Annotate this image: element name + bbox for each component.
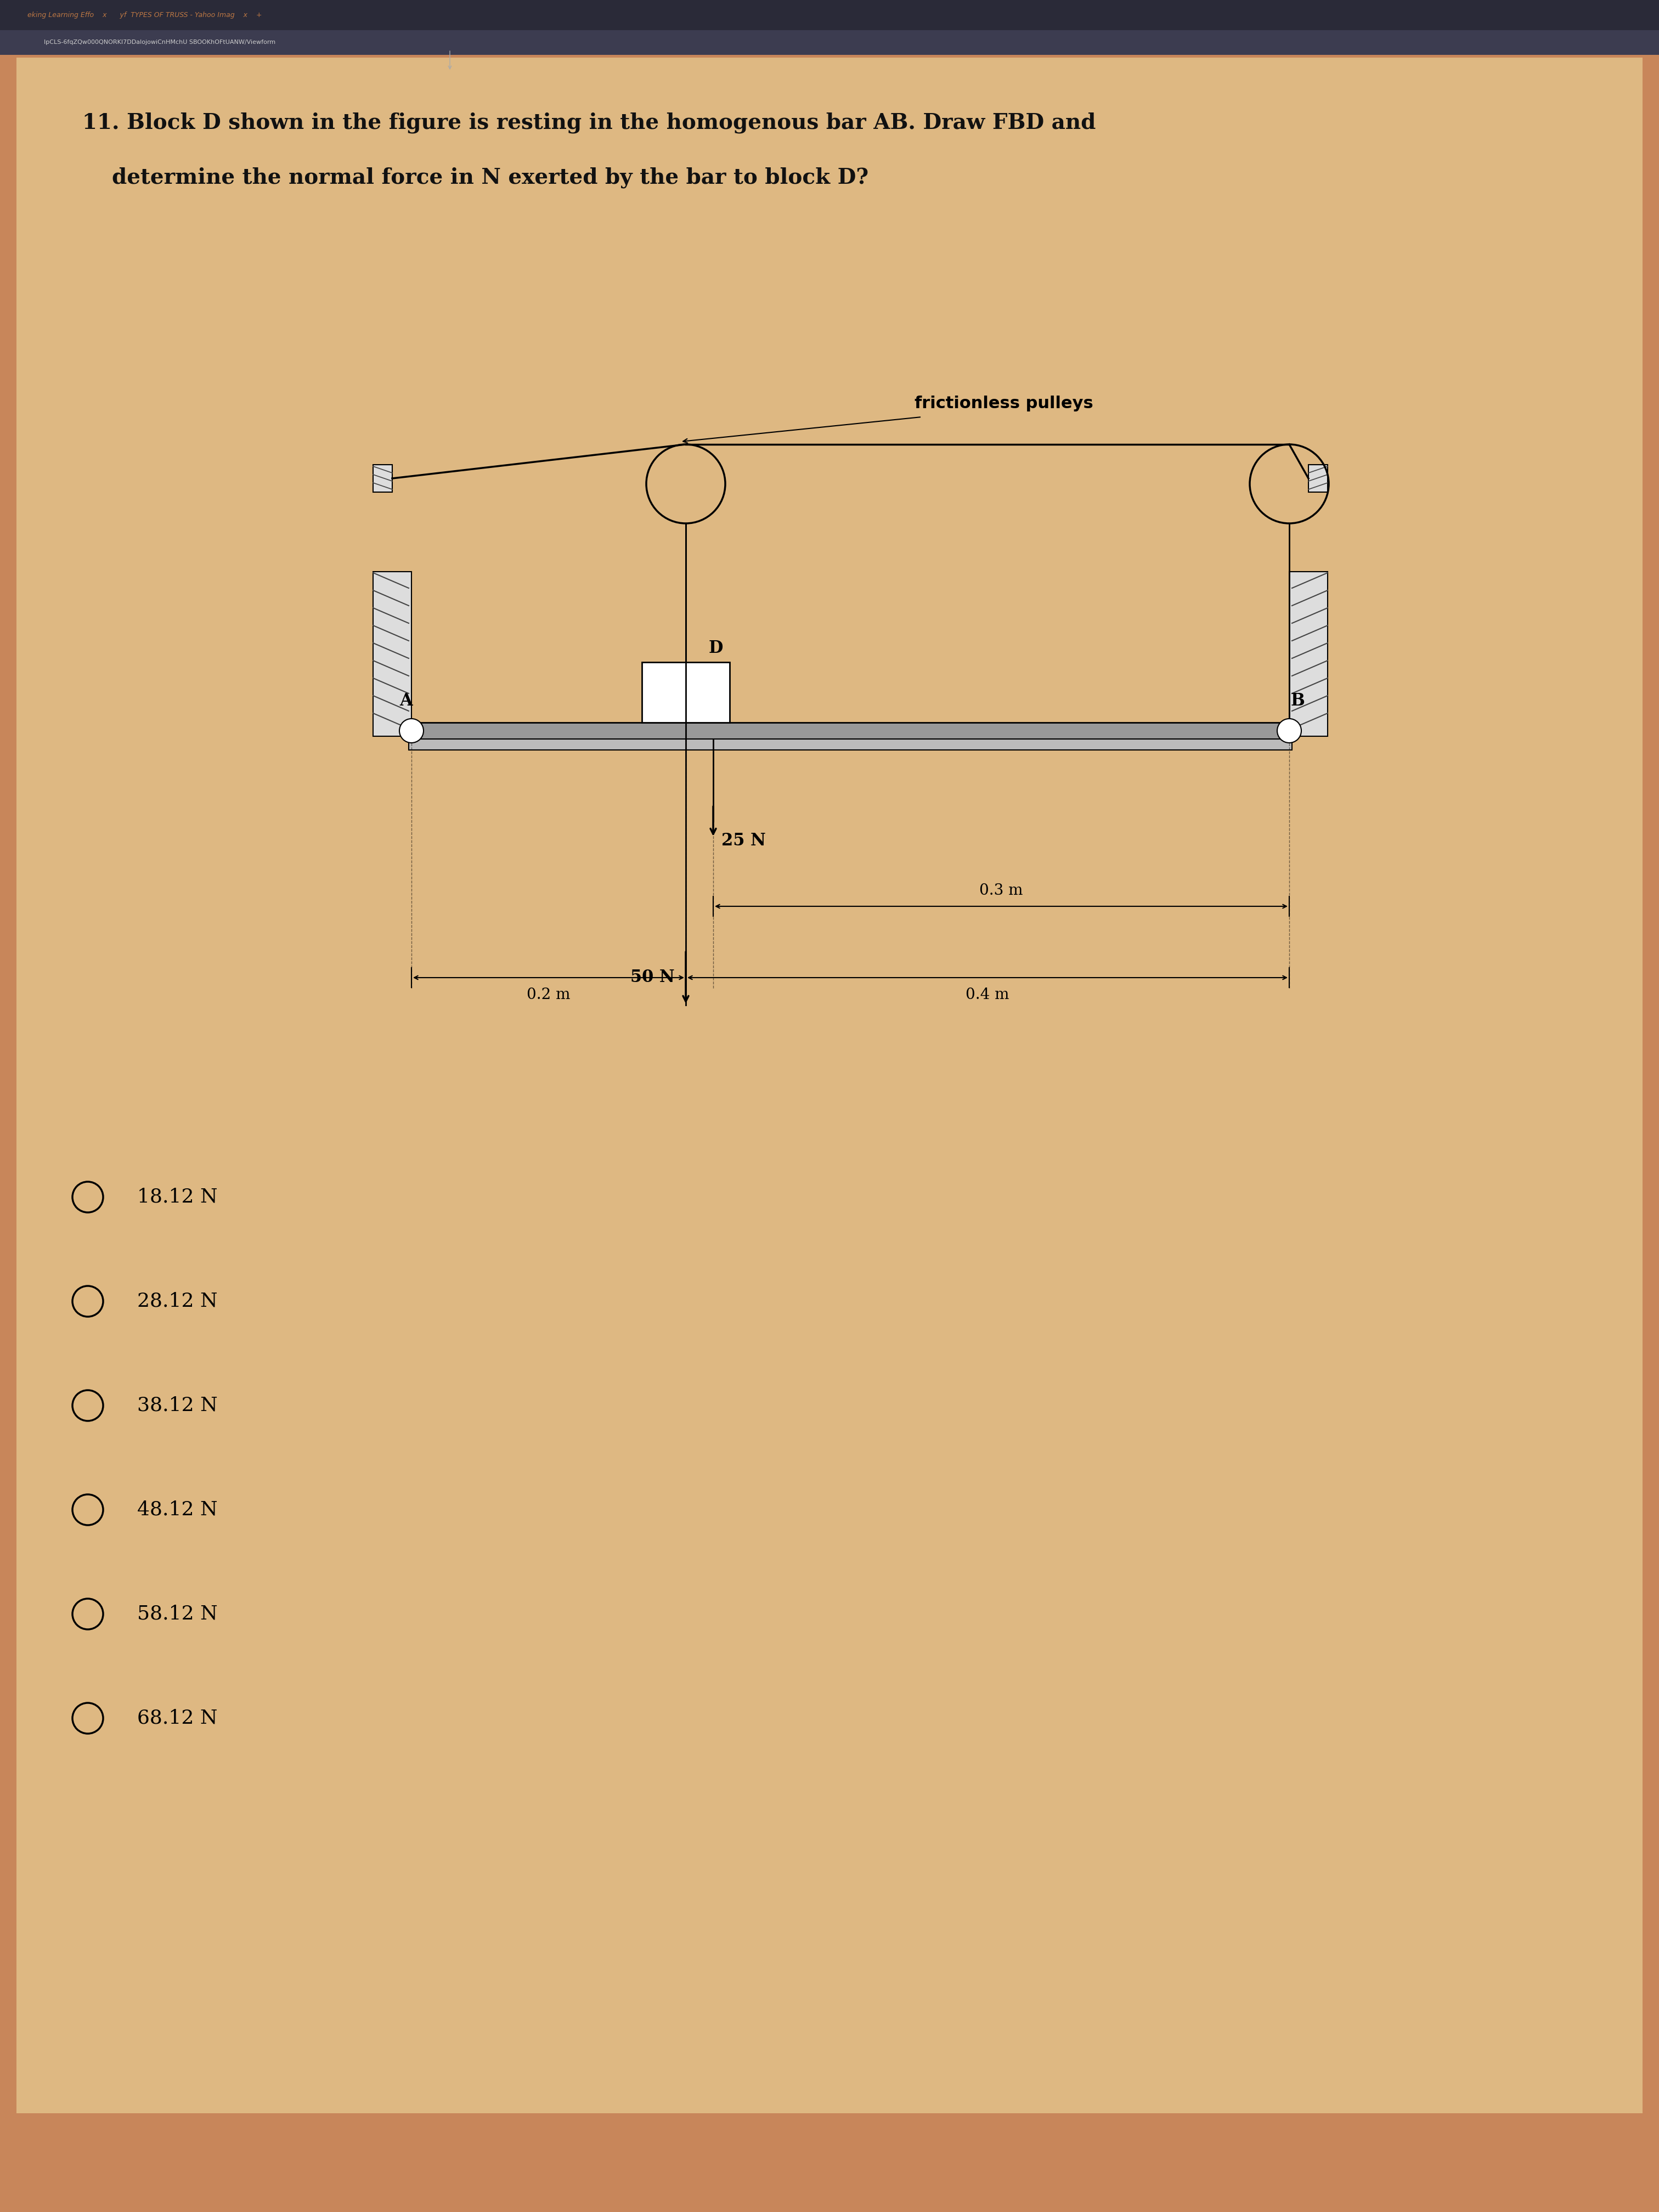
Bar xyxy=(408,723,1292,739)
Bar xyxy=(642,661,730,723)
Bar xyxy=(0,31,1659,55)
Bar xyxy=(1309,465,1327,491)
Text: 58.12 N: 58.12 N xyxy=(138,1604,217,1624)
Text: 25 N: 25 N xyxy=(722,832,766,849)
Circle shape xyxy=(400,719,423,743)
Text: eking Learning Effo    x      yf  TYPES OF TRUSS - Yahoo Imag    x    +: eking Learning Effo x yf TYPES OF TRUSS … xyxy=(28,11,262,18)
Text: 0.2 m: 0.2 m xyxy=(528,987,571,1002)
Text: 68.12 N: 68.12 N xyxy=(138,1710,217,1728)
Text: 48.12 N: 48.12 N xyxy=(138,1500,217,1520)
Circle shape xyxy=(1277,719,1301,743)
Text: 11. Block D shown in the figure is resting in the homogenous bar AB. Draw FBD an: 11. Block D shown in the figure is resti… xyxy=(83,113,1097,133)
Text: 38.12 N: 38.12 N xyxy=(138,1396,217,1416)
Text: 0.4 m: 0.4 m xyxy=(966,987,1009,1002)
Text: 18.12 N: 18.12 N xyxy=(138,1188,217,1206)
Text: D: D xyxy=(708,639,723,657)
Text: determine the normal force in N exerted by the bar to block D?: determine the normal force in N exerted … xyxy=(83,168,869,188)
Text: 28.12 N: 28.12 N xyxy=(138,1292,217,1312)
Bar xyxy=(0,0,1659,31)
Text: B: B xyxy=(1291,692,1304,710)
Text: frictionless pulleys: frictionless pulleys xyxy=(914,396,1093,411)
Text: 0.3 m: 0.3 m xyxy=(979,883,1024,898)
Bar xyxy=(373,571,411,737)
Text: IpCLS-6fqZQw000QNORKI7DDalojowiCnHMchU SBOOKhOFtUANW/Viewform: IpCLS-6fqZQw000QNORKI7DDalojowiCnHMchU S… xyxy=(43,40,275,44)
Bar xyxy=(408,739,1292,750)
Text: 50 N: 50 N xyxy=(630,969,675,987)
Text: A: A xyxy=(400,692,413,710)
Bar xyxy=(373,465,392,491)
Bar xyxy=(1289,571,1327,737)
